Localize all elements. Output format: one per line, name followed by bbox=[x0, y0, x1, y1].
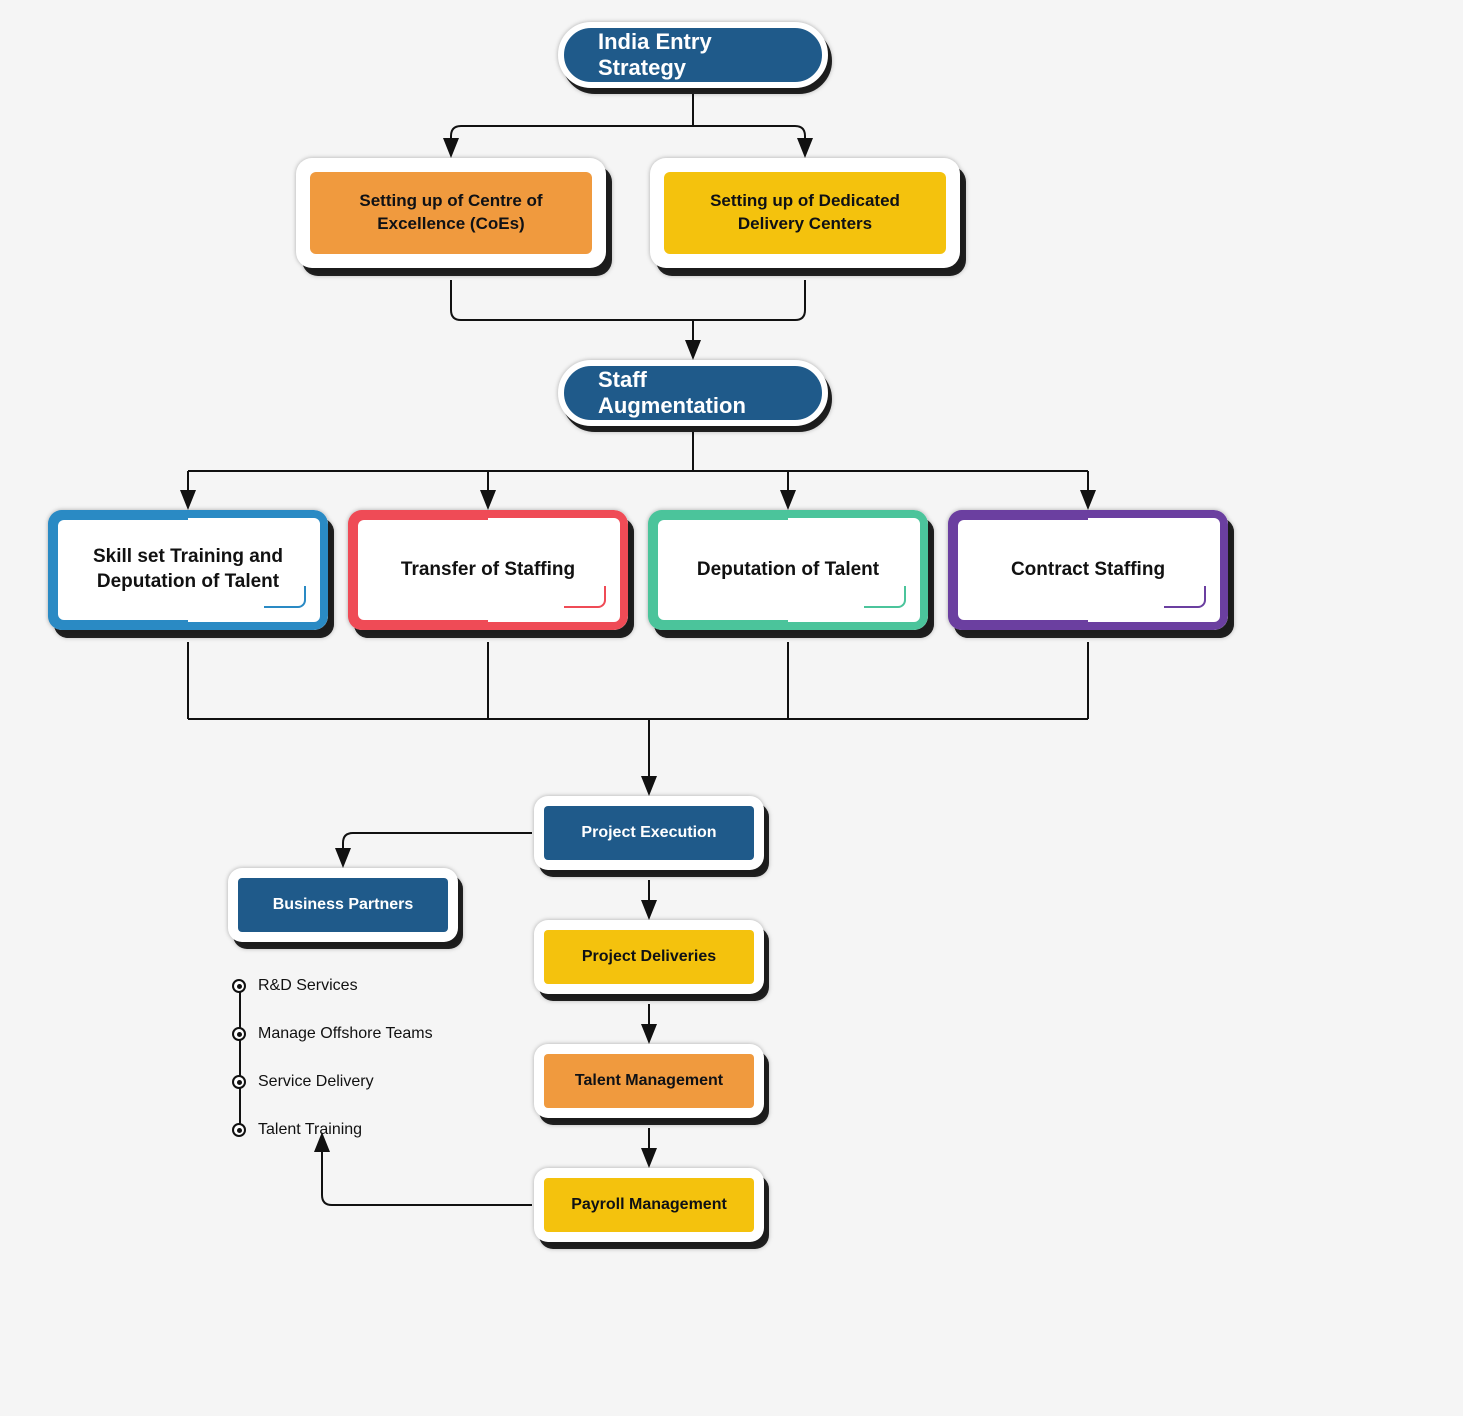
bullet-dot-icon bbox=[232, 1075, 246, 1089]
solidbox-s_pm: Payroll Management bbox=[534, 1168, 764, 1242]
solidbox-label: Business Partners bbox=[238, 878, 448, 932]
bullet-item: Talent Training bbox=[232, 1106, 433, 1154]
halfbox-h2: Transfer of Staffing bbox=[348, 510, 628, 630]
bullet-label: Talent Training bbox=[258, 1121, 362, 1139]
pill-label: India Entry Strategy bbox=[598, 29, 788, 81]
bullet-dot-icon bbox=[232, 1123, 246, 1137]
solidbox-label: Project Deliveries bbox=[544, 930, 754, 984]
halfbox-h1: Skill set Training and Deputation of Tal… bbox=[48, 510, 328, 630]
flowchart-canvas: India Entry Strategy Staff Augmentation Se… bbox=[0, 0, 1463, 1416]
card-l2b: Setting up of Dedicated Delivery Centers bbox=[650, 158, 960, 268]
solidbox-label: Payroll Management bbox=[544, 1178, 754, 1232]
bullet-label: R&D Services bbox=[258, 977, 358, 995]
solidbox-s_bp: Business Partners bbox=[228, 868, 458, 942]
solidbox-s_pd: Project Deliveries bbox=[534, 920, 764, 994]
bullet-dot-icon bbox=[232, 1027, 246, 1041]
card-label: Setting up of Dedicated Delivery Centers bbox=[664, 172, 946, 254]
bullet-label: Service Delivery bbox=[258, 1073, 374, 1091]
card-l2a: Setting up of Centre of Excellence (CoEs… bbox=[296, 158, 606, 268]
halfbox-h4: Contract Staffing bbox=[948, 510, 1228, 630]
solidbox-s_pe: Project Execution bbox=[534, 796, 764, 870]
card-label: Setting up of Centre of Excellence (CoEs… bbox=[310, 172, 592, 254]
bullet-item: Manage Offshore Teams bbox=[232, 1010, 433, 1058]
pill-root1: India Entry Strategy bbox=[558, 22, 828, 88]
bullet-list: R&D Services Manage Offshore Teams Service… bbox=[232, 962, 433, 1154]
solidbox-label: Talent Management bbox=[544, 1054, 754, 1108]
pill-label: Staff Augmentation bbox=[598, 367, 788, 419]
pill-root2: Staff Augmentation bbox=[558, 360, 828, 426]
bullet-dot-icon bbox=[232, 979, 246, 993]
halfbox-h3: Deputation of Talent bbox=[648, 510, 928, 630]
bullet-item: Service Delivery bbox=[232, 1058, 433, 1106]
solidbox-s_tm: Talent Management bbox=[534, 1044, 764, 1118]
solidbox-label: Project Execution bbox=[544, 806, 754, 860]
bullet-label: Manage Offshore Teams bbox=[258, 1025, 433, 1043]
bullet-item: R&D Services bbox=[232, 962, 433, 1010]
